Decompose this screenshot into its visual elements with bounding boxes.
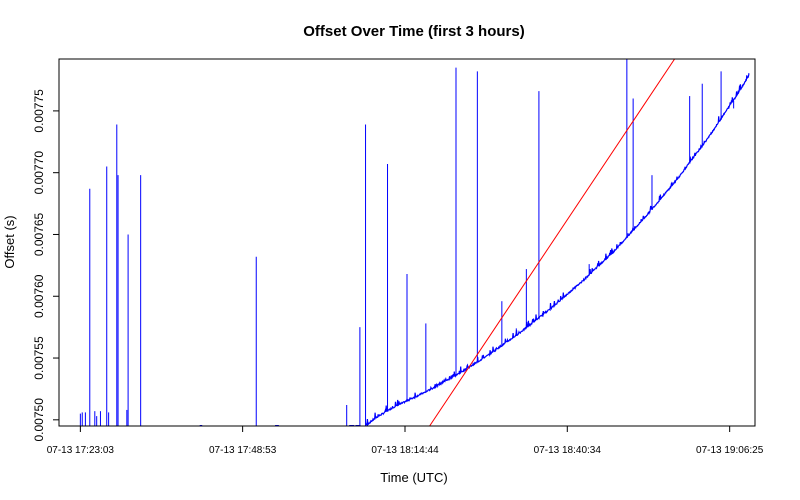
x-axis-label: Time (UTC)	[380, 470, 447, 485]
y-tick-label: 0.00765	[32, 212, 46, 256]
plot-frame	[58, 58, 756, 427]
axes: 07-13 17:23:03 07-13 17:48:53 07-13 18:14:…	[32, 89, 764, 456]
y-tick-label: 0.00750	[32, 398, 46, 442]
y-tick-label: 0.00770	[32, 151, 46, 195]
chart-title: Offset Over Time (first 3 hours)	[303, 23, 524, 40]
y-tick-label: 0.00775	[32, 89, 46, 133]
y-tick-label: 0.00755	[32, 336, 46, 380]
y-tick-label: 0.00760	[32, 274, 46, 318]
plot-area	[79, 59, 750, 426]
x-tick-label: 07-13 17:48:53	[209, 445, 277, 456]
y-axis-label: Offset (s)	[2, 215, 17, 268]
offset-series-line	[365, 72, 750, 426]
series-group	[79, 59, 750, 426]
x-tick-label: 07-13 18:40:34	[534, 445, 602, 456]
trend-line	[429, 59, 676, 426]
x-tick-label: 07-13 17:23:03	[47, 445, 115, 456]
x-tick-label: 07-13 18:14:44	[371, 445, 439, 456]
x-tick-label: 07-13 19:06:25	[696, 445, 764, 456]
